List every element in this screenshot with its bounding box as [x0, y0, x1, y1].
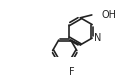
Text: OH: OH [102, 10, 117, 20]
Text: N: N [94, 33, 102, 43]
Text: F: F [69, 67, 75, 77]
